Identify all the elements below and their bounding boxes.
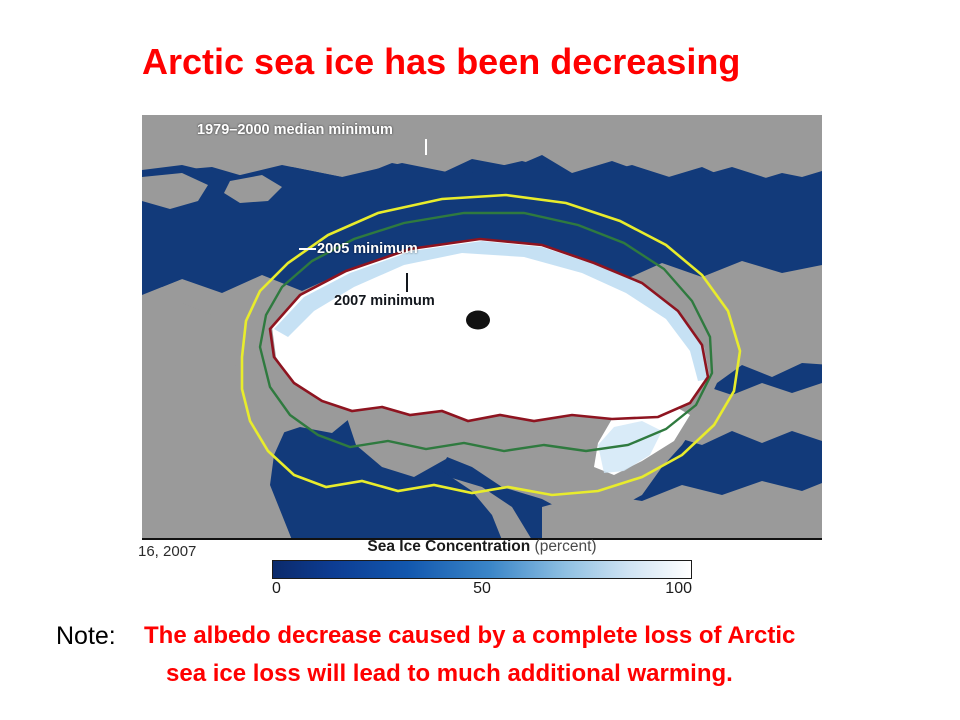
note-line-1: The albedo decrease caused by a complete…: [144, 622, 796, 649]
note-text: The albedo decrease caused by a complete…: [144, 617, 924, 693]
arctic-sea-ice-map: 1979–2000 median minimum 2005 minimum 20…: [142, 115, 822, 540]
map-label-2007-minimum: 2007 minimum: [334, 293, 435, 309]
map-pointer-2005-icon: [299, 248, 316, 250]
colorbar-tick-100: 100: [665, 580, 692, 597]
note-line-2: sea ice loss will lead to much additiona…: [166, 660, 733, 687]
colorbar-tick-50: 50: [473, 580, 491, 597]
colorbar-title: Sea Ice Concentration (percent): [272, 538, 692, 556]
colorbar-tick-labels: 0 50 100: [272, 580, 692, 600]
map-sea-ice-extent: [272, 239, 708, 421]
note-prefix-label: Note:: [56, 622, 116, 650]
map-ice-fringe: [274, 241, 710, 381]
map-bottom-border: [142, 538, 822, 540]
map-label-2005-minimum: 2005 minimum: [317, 241, 418, 257]
sea-ice-figure: 1979–2000 median minimum 2005 minimum 20…: [138, 115, 822, 600]
colorbar-gradient: [272, 560, 692, 579]
page-title: Arctic sea ice has been decreasing: [142, 41, 741, 82]
map-pointer-2007-icon: [406, 273, 408, 292]
pole-hole-marker: [466, 310, 490, 330]
contour-median-1979-2000: [240, 193, 742, 497]
contour-2007-minimum: [268, 237, 710, 423]
map-graphic: [142, 115, 822, 540]
colorbar-title-main: Sea Ice Concentration: [367, 538, 531, 555]
contour-2005-minimum: [258, 211, 714, 453]
colorbar-title-units: (percent): [534, 538, 597, 555]
colorbar-tick-0: 0: [272, 580, 281, 597]
map-label-median-minimum: 1979–2000 median minimum: [197, 122, 393, 138]
map-acquisition-date: 16, 2007: [138, 543, 197, 560]
map-pointer-median-icon: [425, 139, 427, 155]
colorbar: Sea Ice Concentration (percent) 0 50 100: [272, 538, 692, 600]
map-ice-tongue-fringe: [598, 421, 662, 473]
